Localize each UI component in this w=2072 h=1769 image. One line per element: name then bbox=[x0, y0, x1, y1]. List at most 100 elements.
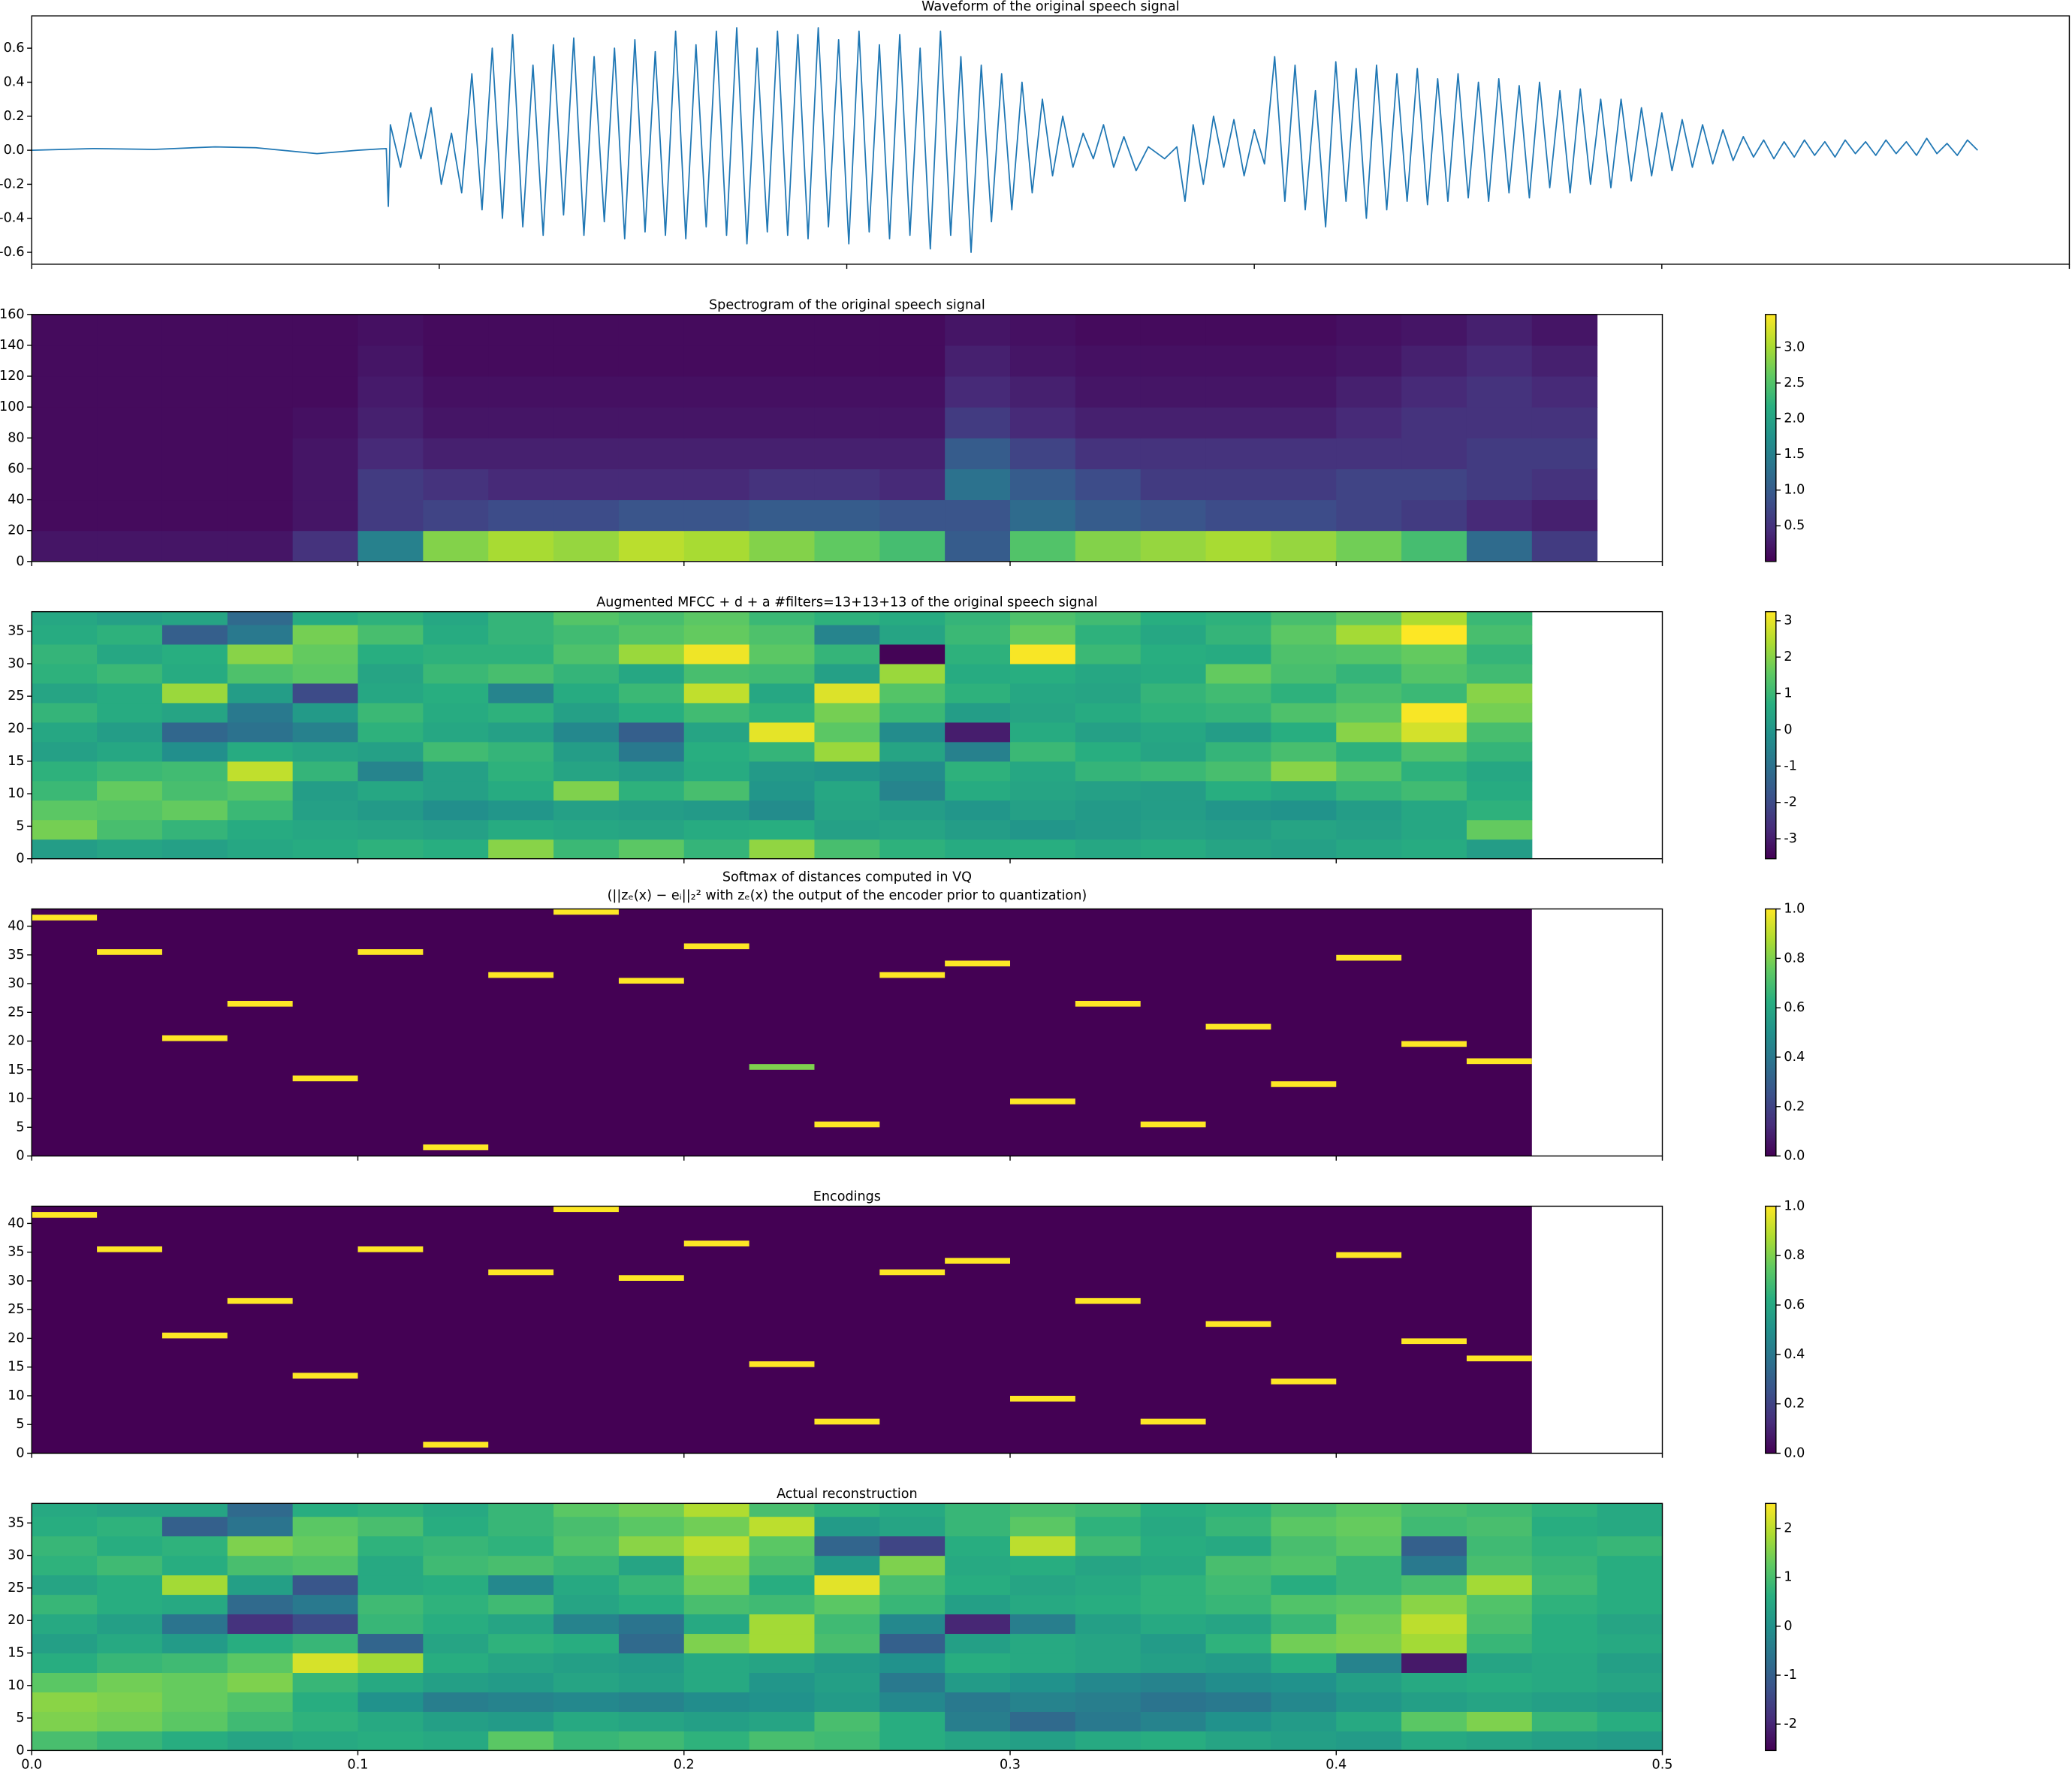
heatmap-cell bbox=[749, 1633, 815, 1654]
heatmap-cell bbox=[1140, 1711, 1207, 1731]
y-tick-label: 5 bbox=[16, 818, 24, 833]
colorbar-tick-label: 1.0 bbox=[1784, 1198, 1805, 1213]
code-cell bbox=[227, 1297, 293, 1304]
y-tick-label: 0 bbox=[16, 851, 24, 866]
heatmap-cell bbox=[292, 663, 359, 684]
heatmap-cell bbox=[292, 1555, 359, 1576]
heatmap-cell bbox=[1336, 1692, 1402, 1712]
code-cell bbox=[292, 1075, 358, 1082]
heatmap-cell bbox=[1205, 1653, 1271, 1673]
heatmap-cell bbox=[1271, 376, 1337, 408]
heatmap-cell bbox=[1466, 839, 1533, 860]
heatmap-cell bbox=[749, 469, 815, 501]
heatmap-cell bbox=[683, 345, 750, 377]
heatmap-cell bbox=[1075, 839, 1142, 860]
heatmap-cell bbox=[1271, 314, 1337, 346]
heatmap-cell bbox=[32, 530, 98, 562]
code-cell bbox=[1401, 1338, 1467, 1345]
heatmap-cell bbox=[1466, 702, 1533, 723]
heatmap-cell bbox=[1271, 1653, 1337, 1673]
heatmap-cell bbox=[1401, 499, 1467, 532]
heatmap-cell bbox=[553, 761, 620, 782]
heatmap-cell bbox=[1336, 1614, 1402, 1635]
colorbar-tick-label: -2 bbox=[1784, 1716, 1797, 1731]
colorbar-tick-label: 2.0 bbox=[1784, 411, 1805, 426]
y-tick-label: 0.0 bbox=[4, 143, 25, 158]
heatmap-cell bbox=[357, 741, 424, 762]
heatmap-cell bbox=[814, 1692, 880, 1712]
heatmap-cell bbox=[97, 1614, 163, 1635]
heatmap-cell bbox=[1205, 438, 1271, 469]
heatmap-cell bbox=[1271, 530, 1337, 562]
heatmap-cell bbox=[227, 1503, 294, 1517]
heatmap-cell bbox=[1336, 438, 1402, 469]
heatmap-cell bbox=[553, 741, 620, 762]
heatmap-cell bbox=[1336, 800, 1402, 821]
heatmap-cell bbox=[32, 376, 98, 408]
heatmap-cell bbox=[357, 499, 424, 532]
heatmap-cell bbox=[553, 839, 620, 860]
colorbar-tick-label: -3 bbox=[1784, 831, 1797, 846]
colorbar-tick-label: 0.8 bbox=[1784, 951, 1805, 966]
heatmap-cell bbox=[423, 376, 489, 408]
waveform-line bbox=[32, 27, 1978, 253]
y-tick-label: 120 bbox=[0, 369, 25, 384]
colorbar-tick-label: 2 bbox=[1784, 1521, 1792, 1536]
heatmap-cell bbox=[488, 611, 554, 625]
heatmap-cell bbox=[357, 438, 424, 469]
heatmap-cell bbox=[227, 1516, 294, 1537]
heatmap-cell bbox=[1401, 469, 1467, 501]
heatmap-cell bbox=[32, 741, 98, 762]
heatmap-cell bbox=[161, 438, 228, 469]
heatmap-cell bbox=[1271, 819, 1337, 840]
heatmap-cell bbox=[1140, 345, 1207, 377]
heatmap-cell bbox=[618, 722, 685, 743]
heatmap-cell bbox=[749, 702, 815, 723]
heatmap-cell bbox=[423, 1503, 489, 1517]
heatmap-cell bbox=[945, 1633, 1011, 1654]
heatmap-cell bbox=[32, 1503, 98, 1517]
heatmap-cell bbox=[97, 643, 163, 665]
heatmap-cell bbox=[618, 839, 685, 860]
heatmap-cell bbox=[292, 722, 359, 743]
heatmap-cell bbox=[1140, 761, 1207, 782]
heatmap-cell bbox=[1271, 1503, 1337, 1517]
heatmap-cell bbox=[488, 1731, 554, 1751]
heatmap-cell bbox=[227, 741, 294, 762]
colorbar-tick-label: 0.0 bbox=[1784, 1445, 1805, 1460]
heatmap-cell bbox=[423, 683, 489, 704]
heatmap-cell bbox=[814, 1503, 880, 1517]
heatmap-cell bbox=[814, 702, 880, 723]
y-tick-label: 0.2 bbox=[4, 109, 25, 124]
heatmap-cell bbox=[227, 1535, 294, 1557]
heatmap-cell bbox=[1466, 1614, 1533, 1635]
heatmap-cell bbox=[488, 376, 554, 408]
y-tick-label: 40 bbox=[8, 919, 24, 934]
heatmap-cell bbox=[1401, 780, 1467, 801]
heatmap-cell bbox=[1466, 1503, 1533, 1517]
heatmap-cell bbox=[683, 1614, 750, 1635]
heatmap-cell bbox=[488, 469, 554, 501]
heatmap-cell bbox=[292, 741, 359, 762]
heatmap-cell bbox=[1531, 1692, 1598, 1712]
heatmap-cell bbox=[488, 1575, 554, 1596]
heatmap-cell bbox=[292, 611, 359, 625]
heatmap-cell bbox=[1401, 1692, 1467, 1712]
heatmap-cell bbox=[1531, 438, 1598, 469]
heatmap-cell bbox=[161, 643, 228, 665]
heatmap-cell bbox=[618, 530, 685, 562]
heatmap-cell bbox=[814, 839, 880, 860]
y-tick-label: 40 bbox=[8, 493, 24, 508]
heatmap-cell bbox=[683, 780, 750, 801]
heatmap-cell bbox=[749, 780, 815, 801]
heatmap-cell bbox=[1336, 376, 1402, 408]
code-cell bbox=[1466, 1058, 1532, 1065]
heatmap-cell bbox=[227, 407, 294, 438]
heatmap-cell bbox=[227, 469, 294, 501]
heatmap-cell bbox=[749, 1653, 815, 1673]
panel: Spectrogram of the original speech signa… bbox=[0, 297, 1805, 568]
heatmap-cell bbox=[423, 345, 489, 377]
heatmap-cell bbox=[749, 438, 815, 469]
heatmap-cell bbox=[227, 780, 294, 801]
